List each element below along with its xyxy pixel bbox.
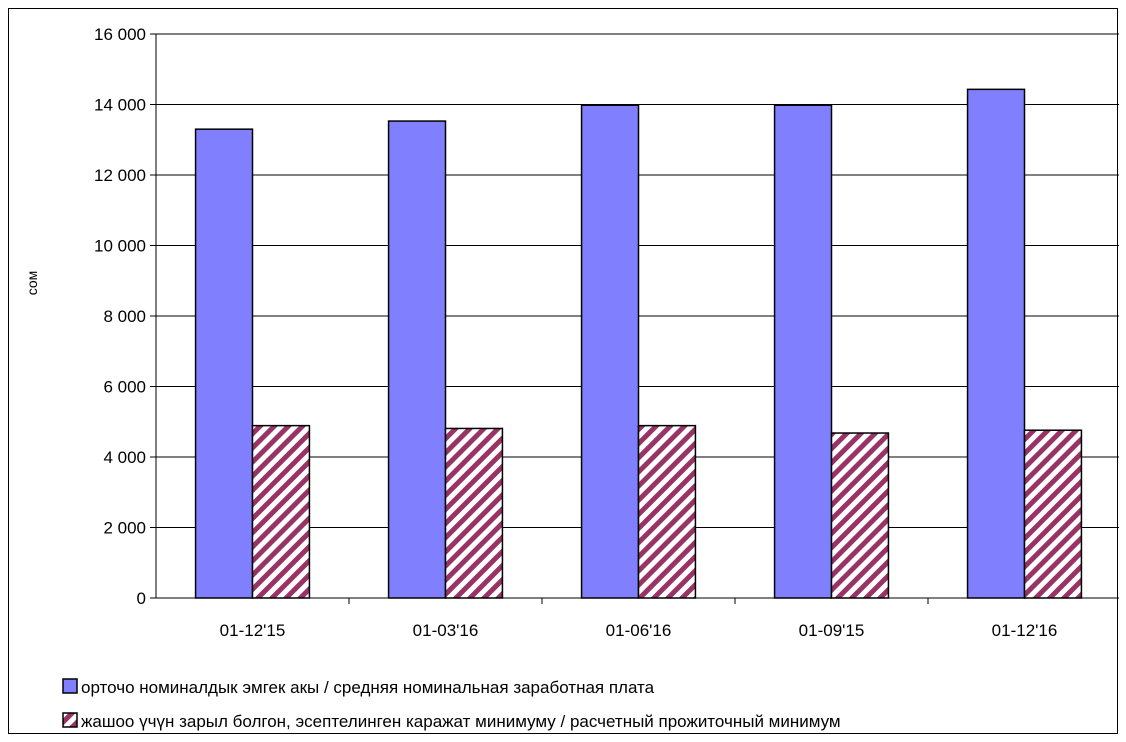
y-tick-label: 8 000 [103, 307, 146, 326]
legend-swatch-wage [62, 678, 78, 694]
y-tick-label: 4 000 [103, 448, 146, 467]
legend: орточо номиналдык эмгек акы / средняя но… [62, 678, 841, 731]
y-tick-label: 14 000 [94, 96, 146, 115]
bar-subsistence [251, 424, 311, 599]
chart-frame: 0 2 000 4 000 6 000 8 000 10 000 12 000 14 000 1… [8, 8, 1119, 734]
legend-label-subsistence: жашоо үчүн зарыл болгон, эсептелинген ка… [81, 712, 841, 731]
bar-wage [194, 128, 254, 599]
bar-wage [966, 88, 1026, 599]
bar-subsistence [1023, 429, 1083, 599]
bars [194, 88, 1083, 599]
x-tick-label: 01-12'15 [220, 621, 286, 640]
y-tick-label: 2 000 [103, 519, 146, 538]
bar-wage [387, 120, 447, 599]
y-tick-label: 0 [137, 589, 146, 608]
y-tick-label: 6 000 [103, 378, 146, 397]
x-tick-label: 01-09'15 [799, 621, 865, 640]
bar-wage [773, 104, 833, 599]
bar-subsistence [444, 427, 504, 599]
legend-swatch-subsistence [62, 712, 78, 728]
legend-label-wage: орточо номиналдык эмгек акы / средняя но… [81, 678, 655, 697]
tick-labels: 0 2 000 4 000 6 000 8 000 10 000 12 000 14 000 1… [94, 25, 1057, 640]
x-tick-label: 01-03'16 [413, 621, 479, 640]
x-tick-label: 01-12'16 [992, 621, 1058, 640]
legend-item-subsistence: жашоо үчүн зарыл болгон, эсептелинген ка… [62, 712, 841, 731]
bar-subsistence [637, 424, 697, 599]
y-tick-label: 10 000 [94, 237, 146, 256]
y-tick-label: 12 000 [94, 166, 146, 185]
bar-subsistence [830, 432, 890, 599]
bar-chart: 0 2 000 4 000 6 000 8 000 10 000 12 000 14 000 1… [24, 25, 1119, 731]
legend-item-wage: орточо номиналдык эмгек акы / средняя но… [62, 678, 655, 697]
x-tick-label: 01-06'16 [606, 621, 672, 640]
y-axis-label: сом [24, 271, 40, 296]
bar-wage [580, 104, 640, 599]
y-tick-label: 16 000 [94, 25, 146, 44]
